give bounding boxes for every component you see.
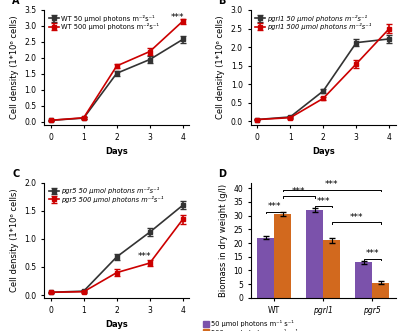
Text: ***: *** — [138, 252, 152, 260]
Text: ***: *** — [292, 187, 306, 196]
Text: ***: *** — [325, 180, 338, 189]
Text: ***: *** — [171, 13, 185, 22]
Text: ***: *** — [350, 213, 363, 222]
Text: A: A — [12, 0, 20, 6]
Y-axis label: Cell density (1*10⁶ cells): Cell density (1*10⁶ cells) — [10, 188, 19, 292]
X-axis label: Days: Days — [105, 320, 128, 329]
Y-axis label: Biomass in dry weight (g/l): Biomass in dry weight (g/l) — [219, 184, 228, 297]
Legend: pgr5 50 μmol photons m⁻²s⁻¹, pgr5 500 μmol photons m⁻²s⁻¹: pgr5 50 μmol photons m⁻²s⁻¹, pgr5 500 μm… — [47, 186, 164, 204]
Y-axis label: Cell density (1*10⁶ cells): Cell density (1*10⁶ cells) — [10, 16, 19, 119]
Bar — [323, 240, 340, 298]
Bar — [372, 283, 389, 298]
Legend: pgrl1 50 μmol photons m⁻²s⁻¹, pgrl1 500 μmol photons m⁻²s⁻¹: pgrl1 50 μmol photons m⁻²s⁻¹, pgrl1 500 … — [254, 13, 373, 31]
Text: ***: *** — [268, 202, 281, 211]
Bar — [257, 238, 274, 298]
Text: B: B — [218, 0, 226, 6]
Text: ***: *** — [316, 197, 330, 206]
Bar — [274, 214, 292, 298]
Text: ***: *** — [366, 249, 379, 259]
Legend: WT 50 μmol photons m⁻²s⁻¹, WT 500 μmol photons m⁻²s⁻¹: WT 50 μmol photons m⁻²s⁻¹, WT 500 μmol p… — [47, 13, 160, 31]
Text: D: D — [218, 169, 226, 179]
Bar — [306, 210, 323, 298]
Bar — [355, 262, 372, 298]
Text: C: C — [12, 169, 19, 179]
Legend: 50 μmol photons m⁻¹ s⁻¹, 500 μmol photons m⁻¹ s⁻¹: 50 μmol photons m⁻¹ s⁻¹, 500 μmol photon… — [200, 318, 301, 331]
X-axis label: Days: Days — [312, 147, 335, 156]
X-axis label: Days: Days — [105, 147, 128, 156]
Y-axis label: Cell density (1*10⁶ cells): Cell density (1*10⁶ cells) — [216, 16, 225, 119]
